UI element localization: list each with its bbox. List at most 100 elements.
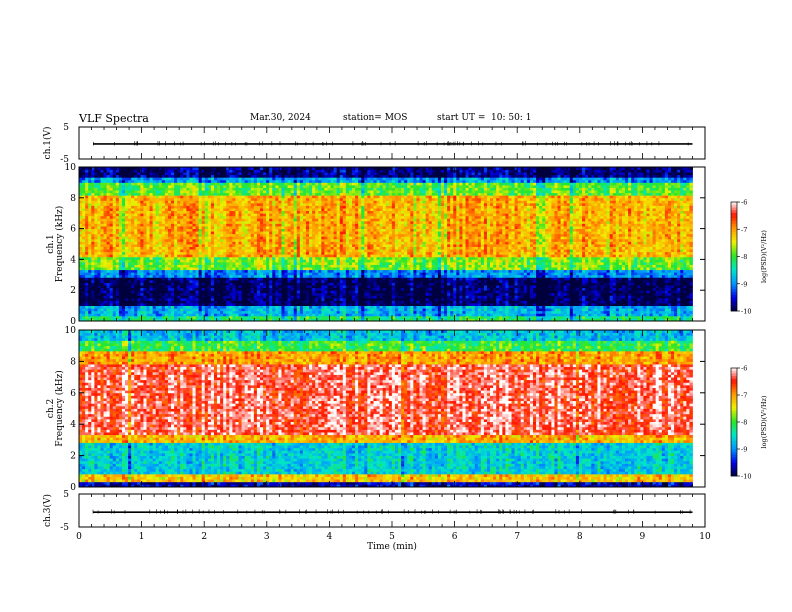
spectrogram-cell	[333, 290, 338, 294]
spectrogram-cell	[520, 259, 525, 263]
spectrogram-cell	[428, 290, 433, 294]
spectrogram-cell	[674, 315, 678, 319]
spectrogram-cell	[422, 297, 427, 301]
spectrogram-cell	[597, 269, 601, 273]
spectrogram-cell	[600, 272, 604, 276]
spectrogram-cell	[686, 318, 690, 322]
spectrogram-cell	[336, 292, 341, 296]
spectrogram-cell	[382, 269, 387, 273]
spectrogram-cell	[315, 277, 319, 281]
spectrogram-cell	[290, 274, 295, 278]
spectrogram-cell	[100, 308, 104, 312]
spectrogram-cell	[477, 272, 482, 276]
spectrogram-cell	[167, 297, 172, 301]
spectrogram-cell	[686, 297, 690, 301]
spectrogram-cell	[591, 313, 595, 317]
spectrogram-cell	[275, 308, 279, 312]
spectrogram-cell	[146, 315, 150, 319]
spectrogram-cell	[195, 318, 200, 322]
spectrogram-cell	[293, 272, 298, 276]
spectrogram-cell	[578, 303, 583, 306]
spectrogram-cell	[149, 313, 154, 317]
spectrogram-cell	[180, 282, 184, 286]
spectrogram-cell	[496, 318, 500, 322]
spectrogram-cell	[391, 282, 396, 286]
spectrogram-cell	[603, 310, 607, 314]
spectrogram-cell	[143, 282, 147, 286]
spectrogram-cell	[204, 308, 209, 312]
spectrogram-cell	[591, 285, 595, 289]
spectrogram-cell	[94, 279, 98, 283]
spectrogram-cell	[585, 282, 589, 286]
spectrogram-cell	[146, 267, 150, 271]
spectrogram-cell	[505, 297, 509, 301]
spectrogram-cell	[597, 313, 601, 317]
spectrogram-cell	[508, 279, 512, 283]
spectrogram-cell	[407, 297, 411, 301]
spectrogram-cell	[134, 264, 138, 268]
spectrogram-cell	[578, 313, 583, 317]
spectrogram-cell	[345, 261, 350, 265]
spectrogram-cell	[542, 287, 546, 291]
spectrogram-cell	[143, 292, 147, 296]
spectrogram-cell	[520, 261, 525, 265]
spectrogram-cell	[557, 313, 561, 317]
spectrogram-cell	[407, 267, 411, 271]
spectrogram-cell	[373, 267, 377, 271]
spectrogram-cell	[174, 264, 178, 268]
spectrogram-cell	[447, 269, 451, 273]
spectrogram-cell	[480, 261, 485, 265]
spectrogram-cell	[597, 303, 601, 306]
spectrogram-cell	[94, 274, 98, 278]
spectrogram-cell	[447, 308, 451, 312]
spectrogram-cell	[186, 285, 190, 289]
spectrogram-cell	[358, 259, 362, 263]
spectrogram-cell	[674, 297, 678, 301]
spectrogram-cell	[210, 267, 215, 271]
spectrogram-cell	[336, 274, 341, 278]
spectrogram-cell	[115, 261, 120, 265]
spectrogram-cell	[256, 267, 261, 271]
spectrogram-cell	[539, 274, 543, 278]
spectrogram-cell	[440, 310, 445, 314]
spectrogram-cell	[410, 274, 414, 278]
spectrogram-cell	[523, 318, 528, 322]
spectrogram-cell	[413, 315, 417, 319]
spectrogram-cell	[447, 264, 451, 268]
spectrogram-cell	[456, 295, 460, 299]
spectrogram-cell	[232, 310, 236, 314]
spectrogram-cell	[655, 295, 660, 299]
spectrogram-cell	[563, 277, 568, 281]
spectrogram-cell	[373, 300, 377, 304]
spectrogram-cell	[177, 267, 181, 271]
spectrogram-cell	[394, 290, 399, 294]
spectrogram-cell	[220, 269, 224, 273]
spectrogram-cell	[370, 274, 374, 278]
spectrogram-cell	[376, 272, 381, 276]
spectrogram-cell	[440, 272, 445, 276]
spectrogram-cell	[480, 310, 485, 314]
spectrogram-cell	[453, 313, 457, 317]
spectrogram-cell	[631, 264, 635, 268]
spectrogram-cell	[398, 279, 402, 283]
spectrogram-cell	[416, 287, 420, 291]
spectrogram-cell	[284, 295, 288, 299]
spectrogram-cell	[284, 290, 288, 294]
spectrogram-cell	[404, 269, 408, 273]
spectrogram-cell	[674, 261, 678, 265]
spectrogram-cell	[419, 305, 423, 309]
spectrogram-cell	[247, 315, 252, 319]
spectrogram-cell	[198, 277, 203, 281]
spectrogram-cell	[180, 287, 184, 291]
spectrogram-cell	[514, 297, 519, 301]
spectrogram-cell	[299, 259, 304, 263]
spectrogram-cell	[416, 277, 420, 281]
spectrogram-cell	[447, 277, 451, 281]
spectrogram-cell	[404, 259, 408, 263]
spectrogram-cell	[152, 303, 157, 306]
spectrogram-cell	[85, 285, 89, 289]
spectrogram-cell	[85, 287, 89, 291]
spectrogram-cell	[621, 300, 626, 304]
spectrogram-cell	[370, 256, 374, 260]
spectrogram-cell	[115, 305, 120, 309]
